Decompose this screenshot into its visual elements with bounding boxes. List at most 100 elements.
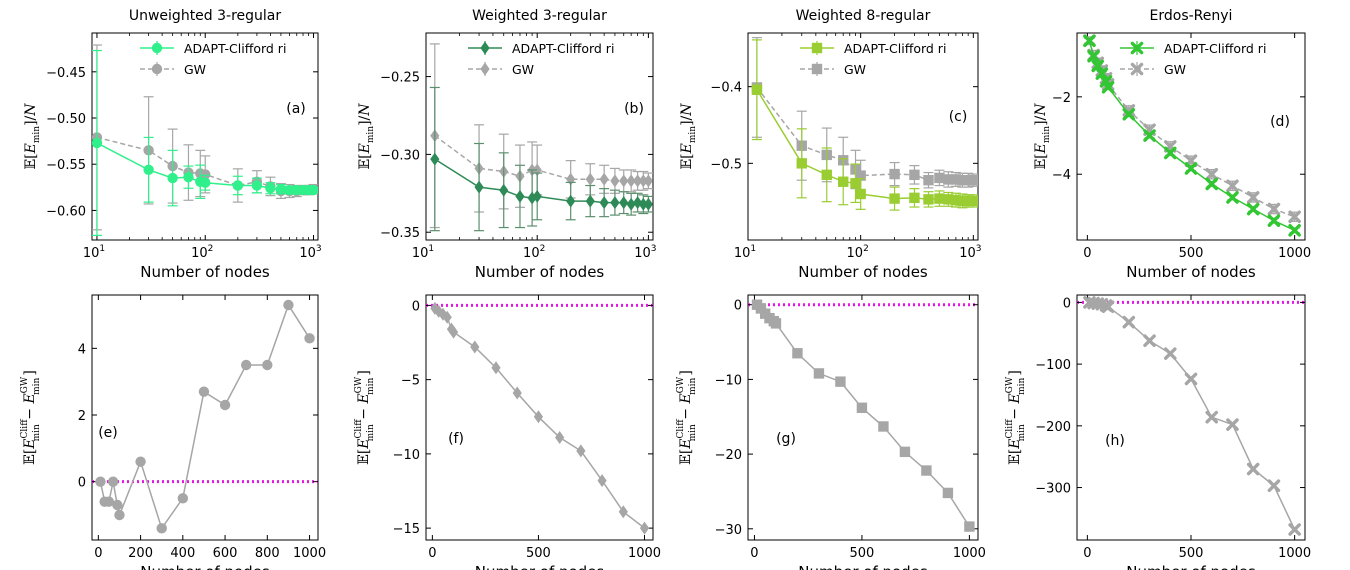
- data-point: [755, 303, 767, 314]
- legend-label: GW: [184, 62, 206, 77]
- data-point: [284, 184, 295, 196]
- data-point: [438, 307, 448, 321]
- legend-marker: [811, 63, 823, 75]
- data-point: [512, 386, 522, 400]
- data-point: [555, 431, 565, 445]
- series-line: [434, 135, 649, 182]
- data-point: [1184, 372, 1198, 386]
- x-tick-label: 101: [412, 244, 434, 261]
- chart-panel-f: 0 500 1000 −15 −10 −5 0 Number of nodes 𝔼[ECliff…: [354, 294, 661, 570]
- data-point: [1267, 202, 1281, 216]
- data-point: [968, 195, 978, 207]
- x-tick-label: 103: [634, 244, 656, 261]
- data-point: [610, 174, 620, 188]
- x-axis-label: Number of nodes: [1126, 563, 1256, 570]
- data-point: [923, 194, 934, 205]
- y-tick-label: −15: [393, 522, 420, 537]
- plot-area: [1083, 34, 1301, 237]
- data-point: [923, 175, 934, 186]
- data-point: [283, 299, 294, 311]
- data-point: [957, 195, 968, 207]
- series-adapt-clifford-ri: [1083, 34, 1301, 237]
- y-tick-label: −0.50: [46, 112, 86, 127]
- panel-label: (c): [949, 109, 968, 125]
- x-tick-label: 200: [128, 546, 153, 561]
- series-line: [756, 304, 971, 528]
- data-point: [200, 177, 211, 188]
- series-line: [756, 89, 974, 202]
- x-axis-label: Number of nodes: [798, 263, 928, 281]
- data-point: [1184, 162, 1198, 175]
- y-axis-label: 𝔼[Emin]/N: [357, 103, 376, 170]
- series-line: [756, 86, 974, 181]
- data-point: [232, 180, 244, 191]
- x-tick-label: 0: [428, 546, 436, 561]
- data-point: [585, 194, 595, 208]
- data-point: [597, 474, 607, 488]
- chart-title: Unweighted 3-regular: [129, 8, 282, 24]
- data-point: [103, 496, 115, 507]
- x-tick-label: 500: [526, 546, 551, 561]
- x-tick-label: 0: [1083, 246, 1091, 261]
- x-tick-label: 1000: [293, 546, 326, 561]
- panel-label: (h): [1105, 433, 1125, 449]
- data-point: [265, 183, 276, 194]
- data-point: [626, 197, 636, 211]
- plot-area: [1083, 296, 1301, 536]
- data-point: [1095, 67, 1109, 80]
- data-point: [200, 169, 211, 180]
- data-point: [942, 487, 954, 499]
- axes-frame: [91, 294, 319, 541]
- data-point: [1091, 59, 1105, 73]
- data-point: [1205, 177, 1219, 191]
- y-axis-label: 𝔼[ECliff min − EGW min]: [1005, 370, 1027, 465]
- data-point: [1288, 224, 1301, 237]
- chart-panel-d: Erdos-Renyi 0 500 1000 −4 −2 Number of nodes 𝔼[…: [1033, 8, 1311, 281]
- data-point: [957, 175, 968, 186]
- data-point: [934, 172, 945, 184]
- data-point: [599, 196, 609, 210]
- y-axis-label-text: 𝔼[ECliff min − EGW min]: [1005, 370, 1027, 465]
- data-point: [796, 158, 807, 169]
- y-tick-label: −4: [1052, 168, 1071, 183]
- data-point: [770, 318, 782, 329]
- data-point: [112, 499, 123, 511]
- x-tick-label: 102: [191, 244, 213, 261]
- y-tick-label: −0.35: [380, 226, 420, 241]
- y-axis-label: 𝔼[ECliff min − EGW min]: [20, 370, 42, 465]
- y-tick-label: 0: [734, 299, 742, 314]
- data-point: [1101, 300, 1115, 314]
- legend: ADAPT-Clifford ri GW: [140, 41, 286, 77]
- data-point: [566, 194, 576, 208]
- y-tick-label: 0: [1063, 296, 1071, 311]
- y-tick-label: −300: [1035, 482, 1071, 497]
- data-point: [1205, 410, 1219, 424]
- data-point: [943, 174, 954, 185]
- data-point: [856, 402, 868, 413]
- data-point: [1143, 334, 1156, 347]
- data-point: [135, 456, 146, 467]
- data-point: [751, 84, 763, 95]
- series-adapt-clifford-ri: [751, 39, 978, 211]
- data-point: [889, 168, 900, 180]
- y-axis-label-text: 𝔼[ECliff min − EGW min]: [676, 370, 698, 465]
- y-axis-label: 𝔼[Emin]/N: [1033, 103, 1052, 170]
- x-tick-label: 103: [959, 244, 981, 261]
- data-point: [430, 152, 440, 166]
- panel-label: (e): [98, 425, 118, 441]
- data-point: [177, 493, 189, 504]
- chart-title: Weighted 8-regular: [796, 8, 931, 24]
- panel-label: (b): [624, 101, 644, 117]
- data-point: [643, 174, 653, 188]
- data-point: [1267, 479, 1281, 492]
- data-point: [792, 348, 803, 359]
- data-point: [499, 183, 509, 197]
- x-tick-label: 101: [83, 244, 105, 261]
- legend: ADAPT-Clifford ri GW: [800, 41, 946, 77]
- legend-label: ADAPT-Clifford ri: [844, 41, 946, 56]
- data-point: [1122, 315, 1136, 329]
- data-point: [921, 465, 932, 476]
- x-tick-label: 500: [850, 546, 875, 561]
- data-point: [1246, 202, 1260, 216]
